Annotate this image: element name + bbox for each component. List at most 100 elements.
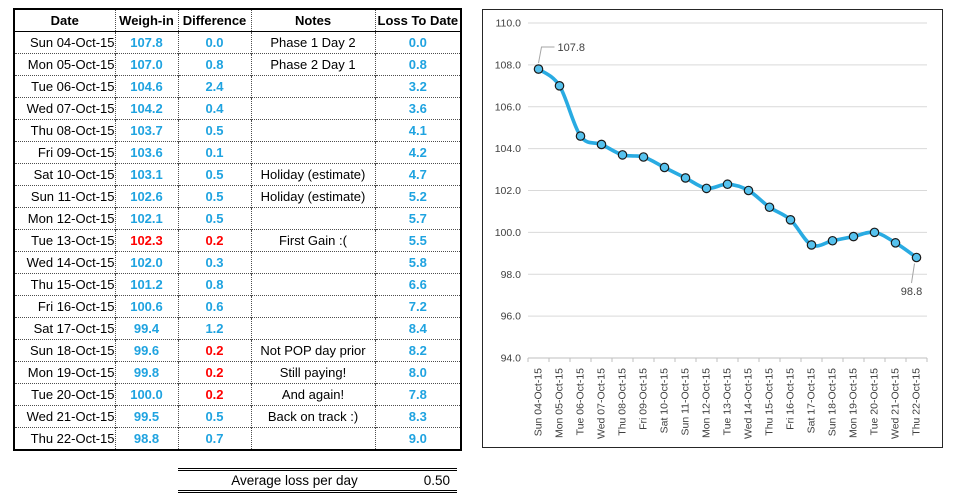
loss-to-date-cell[interactable]: 4.1	[374, 119, 462, 142]
notes-cell[interactable]: Still paying!	[250, 361, 375, 384]
weighin-cell[interactable]: 103.1	[114, 163, 178, 186]
notes-cell[interactable]: And again!	[250, 383, 375, 406]
difference-cell[interactable]: 0.2	[177, 361, 251, 384]
data-point-marker[interactable]	[533, 64, 544, 74]
difference-cell[interactable]: 0.7	[177, 427, 251, 450]
data-point-marker[interactable]	[554, 81, 565, 91]
difference-cell[interactable]: 2.4	[177, 75, 251, 98]
chart-plot-area[interactable]: 94.0 96.0 98.0 100.0 102.0 104.0 106.0 108.0 110…	[483, 10, 942, 447]
date-cell[interactable]: Thu 22-Oct-15	[14, 427, 115, 450]
series-line[interactable]	[536, 67, 919, 260]
difference-cell[interactable]: 0.6	[177, 295, 251, 318]
loss-to-date-cell[interactable]: 5.2	[374, 185, 462, 208]
date-cell[interactable]: Sat 17-Oct-15	[14, 317, 115, 340]
data-point-marker[interactable]	[596, 139, 607, 150]
weighin-cell[interactable]: 99.6	[114, 339, 178, 362]
loss-to-date-cell[interactable]: 5.8	[374, 251, 462, 274]
notes-cell[interactable]: Phase 1 Day 2	[250, 31, 375, 54]
difference-cell[interactable]: 0.0	[177, 31, 251, 54]
notes-cell[interactable]	[250, 141, 375, 164]
date-cell[interactable]: Wed 21-Oct-15	[14, 405, 115, 428]
weighin-cell[interactable]: 98.8	[114, 427, 178, 450]
notes-cell[interactable]	[250, 119, 375, 142]
difference-cell[interactable]: 0.1	[177, 141, 251, 164]
difference-cell[interactable]: 0.2	[177, 339, 251, 362]
weighin-cell[interactable]: 102.0	[114, 251, 178, 274]
loss-to-date-cell[interactable]: 4.2	[374, 141, 462, 164]
weighin-cell[interactable]: 107.0	[114, 53, 178, 76]
data-point-marker[interactable]	[869, 227, 880, 238]
notes-cell[interactable]: First Gain :(	[250, 229, 375, 252]
notes-cell[interactable]	[250, 317, 375, 340]
date-cell[interactable]: Sun 18-Oct-15	[14, 339, 115, 362]
date-cell[interactable]: Wed 07-Oct-15	[14, 97, 115, 120]
weighin-cell[interactable]: 99.4	[114, 317, 178, 340]
weighin-cell[interactable]: 99.8	[114, 361, 178, 384]
weighin-cell[interactable]: 101.2	[114, 273, 178, 296]
notes-cell[interactable]: Holiday (estimate)	[250, 185, 375, 208]
loss-to-date-cell[interactable]: 3.6	[374, 97, 462, 120]
date-cell[interactable]: Sat 10-Oct-15	[14, 163, 115, 186]
notes-cell[interactable]	[250, 251, 375, 274]
column-header-notes[interactable]: Notes	[250, 9, 375, 32]
weighin-cell[interactable]: 103.7	[114, 119, 178, 142]
difference-cell[interactable]: 0.8	[177, 53, 251, 76]
data-point-marker[interactable]	[911, 252, 922, 263]
loss-to-date-cell[interactable]: 7.8	[374, 383, 462, 406]
difference-cell[interactable]: 0.3	[177, 251, 251, 274]
data-point-marker[interactable]	[659, 162, 670, 173]
difference-cell[interactable]: 0.2	[177, 383, 251, 406]
loss-to-date-cell[interactable]: 9.0	[374, 427, 462, 450]
date-cell[interactable]: Fri 09-Oct-15	[14, 141, 115, 164]
data-point-marker[interactable]	[785, 215, 796, 225]
date-cell[interactable]: Mon 05-Oct-15	[14, 53, 115, 76]
column-header-difference[interactable]: Difference	[177, 9, 251, 32]
data-point-marker[interactable]	[722, 179, 733, 190]
notes-cell[interactable]: Phase 2 Day 1	[250, 53, 375, 76]
notes-cell[interactable]	[250, 75, 375, 98]
loss-to-date-cell[interactable]: 5.7	[374, 207, 462, 230]
notes-cell[interactable]: Holiday (estimate)	[250, 163, 375, 186]
weighin-cell[interactable]: 100.6	[114, 295, 178, 318]
notes-cell[interactable]: Not POP day prior	[250, 339, 375, 362]
date-cell[interactable]: Thu 15-Oct-15	[14, 273, 115, 296]
notes-cell[interactable]	[250, 97, 375, 120]
date-cell[interactable]: Tue 13-Oct-15	[14, 229, 115, 252]
notes-cell[interactable]	[250, 273, 375, 296]
data-point-marker[interactable]	[827, 235, 838, 246]
loss-to-date-cell[interactable]: 6.6	[374, 273, 462, 296]
date-cell[interactable]: Mon 12-Oct-15	[14, 207, 115, 230]
date-cell[interactable]: Mon 19-Oct-15	[14, 361, 115, 384]
loss-to-date-cell[interactable]: 8.2	[374, 339, 462, 362]
weighin-cell[interactable]: 104.2	[114, 97, 178, 120]
data-point-marker[interactable]	[680, 173, 691, 183]
data-point-marker[interactable]	[575, 131, 586, 141]
weighin-cell[interactable]: 103.6	[114, 141, 178, 164]
date-cell[interactable]: Sun 11-Oct-15	[14, 185, 115, 208]
weighin-cell[interactable]: 107.8	[114, 31, 178, 54]
loss-to-date-cell[interactable]: 0.0	[374, 31, 462, 54]
data-point-marker[interactable]	[848, 231, 859, 242]
weighin-cell[interactable]: 102.3	[114, 229, 178, 252]
loss-to-date-cell[interactable]: 4.7	[374, 163, 462, 186]
date-cell[interactable]: Tue 20-Oct-15	[14, 383, 115, 406]
data-point-marker[interactable]	[638, 152, 649, 162]
weight-trend-chart[interactable]: 94.0 96.0 98.0 100.0 102.0 104.0 106.0 108.0 110…	[482, 9, 943, 448]
difference-cell[interactable]: 0.5	[177, 185, 251, 208]
difference-cell[interactable]: 0.5	[177, 163, 251, 186]
notes-cell[interactable]: Back on track :)	[250, 405, 375, 428]
notes-cell[interactable]	[250, 427, 375, 450]
difference-cell[interactable]: 0.4	[177, 97, 251, 120]
difference-cell[interactable]: 0.2	[177, 229, 251, 252]
date-cell[interactable]: Thu 08-Oct-15	[14, 119, 115, 142]
difference-cell[interactable]: 1.2	[177, 317, 251, 340]
data-point-marker[interactable]	[806, 240, 817, 250]
loss-to-date-cell[interactable]: 7.2	[374, 295, 462, 318]
loss-to-date-cell[interactable]: 5.5	[374, 229, 462, 252]
column-header-date[interactable]: Date	[14, 9, 115, 32]
date-cell[interactable]: Sun 04-Oct-15	[14, 31, 115, 54]
data-point-marker[interactable]	[764, 202, 775, 213]
notes-cell[interactable]	[250, 295, 375, 318]
weighin-cell[interactable]: 104.6	[114, 75, 178, 98]
column-header-weighin[interactable]: Weigh-in	[114, 9, 178, 32]
